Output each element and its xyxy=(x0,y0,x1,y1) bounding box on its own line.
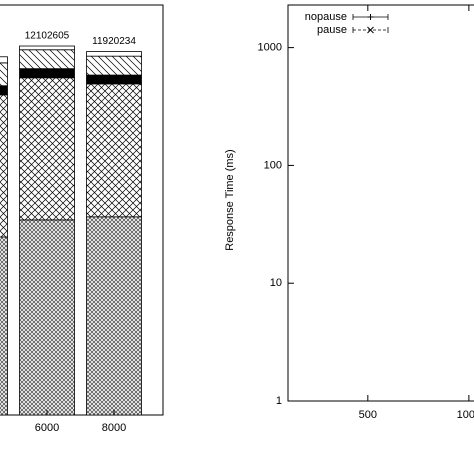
legend-marker xyxy=(367,14,374,20)
bar-segment xyxy=(0,94,8,238)
legend-label: nopause xyxy=(305,11,347,23)
x-tick-label: 8000 xyxy=(102,422,126,434)
bar-segment xyxy=(0,56,8,64)
plot-frame xyxy=(0,4,164,416)
plot-frame xyxy=(287,4,474,402)
bar-segment xyxy=(86,74,142,85)
bar-segment xyxy=(0,236,8,416)
y-axis-label: Response Time (ms) xyxy=(224,149,236,250)
legend-label: pause xyxy=(317,24,347,36)
bar-segment xyxy=(19,68,75,79)
bar-segment xyxy=(0,62,8,87)
x-tick-label: 6000 xyxy=(35,422,59,434)
bar-segment xyxy=(0,85,8,96)
y-tick-label: 10 xyxy=(270,277,282,289)
bar-segment xyxy=(19,49,75,70)
bar-segment xyxy=(86,55,142,76)
bar-segment xyxy=(19,77,75,221)
x-tick-label: 1000 xyxy=(457,409,474,421)
y-tick-label: 100 xyxy=(264,159,282,171)
bar-total-label: 12102605 xyxy=(25,31,70,42)
bar-total-label: 11920234 xyxy=(92,36,136,47)
bar-segment xyxy=(86,83,142,218)
bar-segment xyxy=(86,51,142,57)
y-tick-label: 1000 xyxy=(258,42,282,54)
y-tick-label: 1 xyxy=(276,395,282,407)
x-tick-label: 500 xyxy=(359,409,377,421)
legend-marker xyxy=(367,26,374,34)
bar-segment xyxy=(19,45,75,51)
bar-segment xyxy=(86,216,142,416)
bar-segment xyxy=(19,219,75,416)
